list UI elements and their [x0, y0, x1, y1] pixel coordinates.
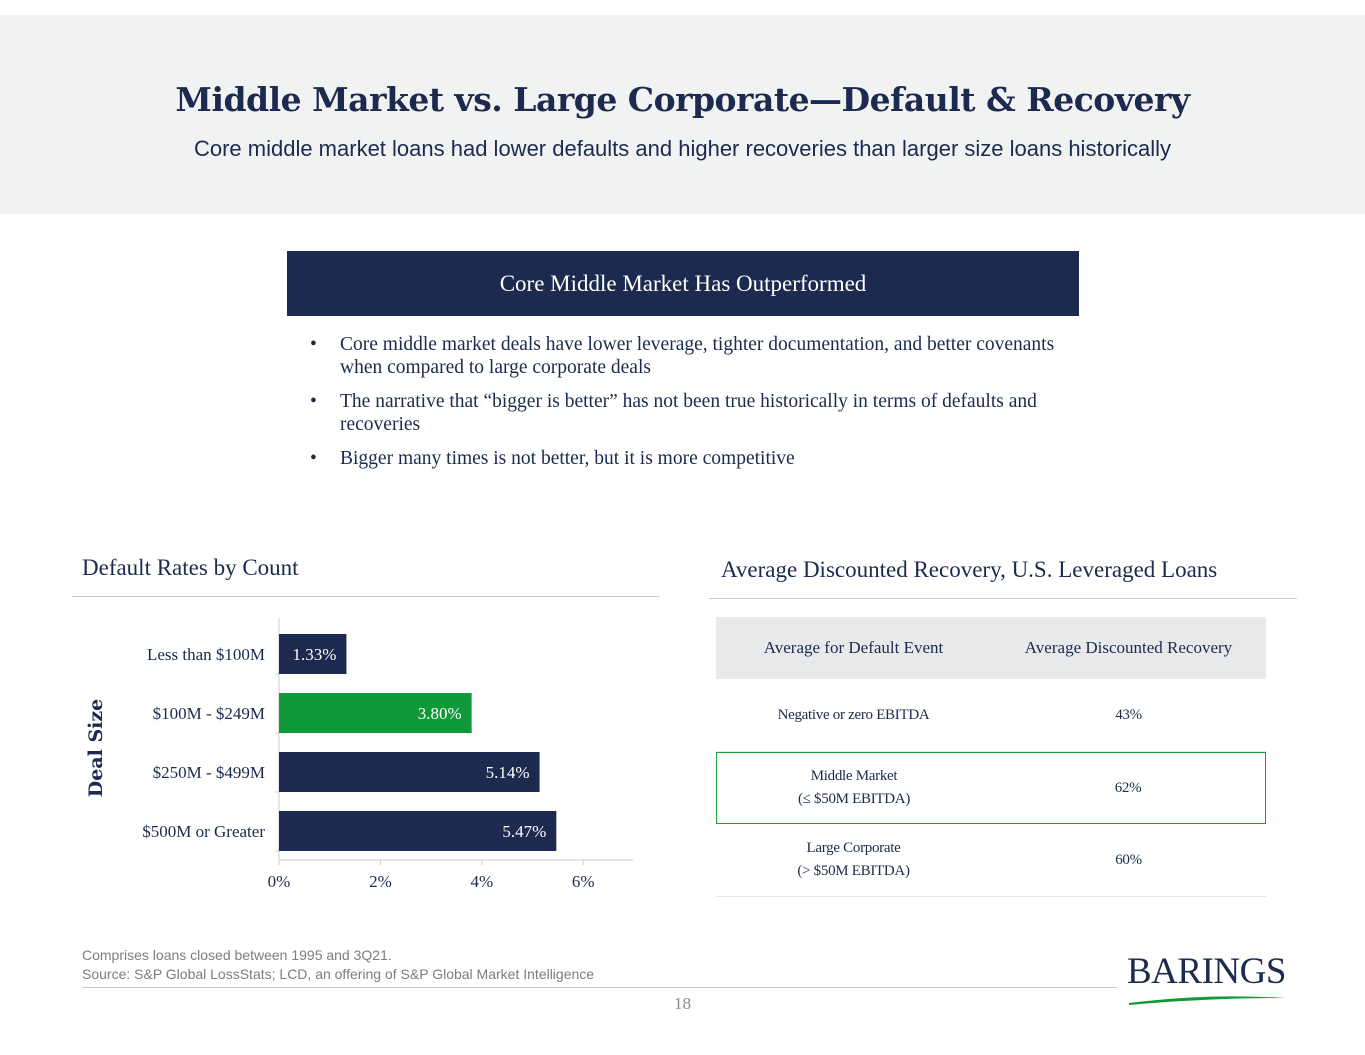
table-row: Negative or zero EBITDA 43%	[716, 679, 1266, 752]
barings-logo: BARINGS	[1127, 951, 1287, 1005]
bullet-text: The narrative that “bigger is better” ha…	[340, 391, 1037, 435]
header-recovery: Average Discounted Recovery	[1024, 638, 1233, 657]
default-rates-chart: 1.33% Less than $100M 3.80% $100M - $249M 5.…	[85, 618, 633, 891]
recovery-title: Average Discounted Recovery, U.S. Levera…	[721, 557, 1218, 582]
bullet-glyph: •	[310, 391, 317, 412]
bullet-glyph: •	[310, 334, 317, 355]
footnote: Comprises loans closed between 1995 and …	[82, 947, 392, 963]
callout-bullets: • Core middle market deals have lower lev…	[310, 333, 1070, 481]
page-title: Middle Market vs. Large Corporate—Defaul…	[175, 80, 1190, 119]
header-default-event: Average for Default Event	[763, 638, 944, 657]
footer-rule	[82, 987, 1117, 988]
x-tick-label: 4%	[470, 872, 493, 891]
bullet-text: Core middle market deals have lower leve…	[340, 334, 1055, 378]
bar	[279, 752, 540, 792]
bar-data-label: 3.80%	[418, 704, 462, 723]
row-event: Middle Market (≤ $50M EBITDA)	[717, 765, 991, 811]
row-event-line: Negative or zero EBITDA	[777, 706, 930, 723]
source-note: Source: S&P Global LossStats; LCD, an of…	[82, 966, 595, 982]
bar	[279, 693, 472, 733]
row-event: Negative or zero EBITDA	[716, 704, 991, 727]
x-tick-label: 6%	[572, 872, 595, 891]
y-axis-title: Deal Size	[85, 699, 107, 798]
category-label: $100M - $249M	[153, 704, 265, 723]
logo-swoosh-icon	[1129, 996, 1285, 1005]
page-subtitle: Core middle market loans had lower defau…	[193, 136, 1172, 161]
bar-data-label: 1.33%	[293, 645, 337, 664]
bar-data-label: 5.14%	[486, 763, 530, 782]
default-rates-title: Default Rates by Count	[82, 555, 299, 580]
row-event: Large Corporate (> $50M EBITDA)	[716, 837, 991, 883]
row-event-line: Large Corporate	[806, 840, 901, 856]
category-label: $250M - $499M	[153, 763, 265, 782]
x-tick-label: 2%	[369, 872, 392, 891]
row-value: 43%	[1115, 706, 1142, 723]
bar-data-label: 5.47%	[502, 822, 546, 841]
right-section-rule	[709, 598, 1297, 599]
bullet-item: • Core middle market deals have lower lev…	[310, 333, 1070, 379]
page-number: 18	[674, 994, 691, 1013]
row-event-line: Middle Market	[810, 768, 898, 784]
row-value: 60%	[1115, 851, 1142, 868]
recovery-table: Average for Default Event Average Discou…	[716, 617, 1266, 897]
header-band	[0, 15, 1365, 214]
row-value: 62%	[1114, 779, 1142, 796]
callout-title: Core Middle Market Has Outperformed	[287, 251, 1079, 316]
category-label: Less than $100M	[147, 645, 265, 664]
left-section-rule	[72, 596, 660, 597]
bullet-item: • Bigger many times is not better, but it…	[310, 447, 1070, 470]
bullet-text: Bigger many times is not better, but it …	[340, 448, 795, 469]
row-event-line: (> $50M EBITDA)	[797, 863, 910, 879]
bar	[279, 811, 557, 851]
bullet-item: • The narrative that “bigger is better” h…	[310, 390, 1070, 436]
category-label: $500M or Greater	[142, 822, 265, 841]
table-row: Large Corporate (> $50M EBITDA) 60%	[716, 824, 1266, 897]
bullet-glyph: •	[310, 448, 317, 469]
logo-wordmark: BARINGS	[1127, 951, 1286, 992]
x-tick-label: 0%	[268, 872, 291, 891]
table-header: Average for Default Event Average Discou…	[716, 617, 1266, 679]
bar	[279, 634, 347, 674]
row-event-line: (≤ $50M EBITDA)	[797, 791, 911, 807]
table-row-highlighted: Middle Market (≤ $50M EBITDA) 62%	[716, 752, 1266, 824]
